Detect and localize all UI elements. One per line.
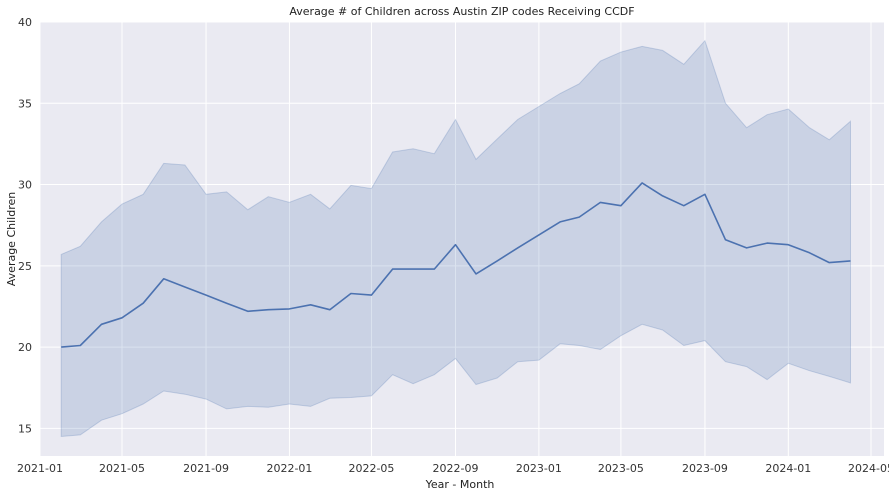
x-tick-label: 2021-09 (183, 462, 229, 475)
grid-lines (39, 21, 884, 456)
x-tick-label: 2023-01 (516, 462, 562, 475)
y-tick-label: 15 (18, 422, 32, 435)
x-tick-label: 2024-05 (848, 462, 889, 475)
x-tick-label: 2022-01 (266, 462, 312, 475)
x-tick-label: 2021-01 (17, 462, 63, 475)
y-tick-label: 25 (18, 260, 32, 273)
y-tick-label: 40 (18, 16, 32, 29)
x-tick-label: 2022-05 (348, 462, 394, 475)
x-axis-ticks: 2021-01 2021-05 2021-09 2022-01 2022-05 2022-… (17, 462, 889, 475)
confidence-band-layer (60, 39, 851, 438)
chart-title: Average # of Children across Austin ZIP … (289, 5, 634, 18)
y-axis-label: Average Children (5, 192, 18, 286)
x-tick-label: 2021-05 (99, 462, 145, 475)
y-tick-label: 20 (18, 341, 32, 354)
plot-background (40, 22, 884, 456)
x-tick-label: 2024-01 (765, 462, 811, 475)
confidence-band (60, 39, 851, 438)
mean-line (61, 182, 851, 348)
y-tick-label: 30 (18, 179, 32, 192)
x-tick-label: 2023-09 (682, 462, 728, 475)
mean-line-layer (61, 182, 851, 348)
y-tick-label: 35 (18, 97, 32, 110)
x-tick-label: 2022-09 (433, 462, 479, 475)
x-tick-label: 2023-05 (598, 462, 644, 475)
y-axis-ticks: 15 20 25 30 35 40 (18, 16, 32, 435)
x-axis-label: Year - Month (425, 478, 495, 491)
